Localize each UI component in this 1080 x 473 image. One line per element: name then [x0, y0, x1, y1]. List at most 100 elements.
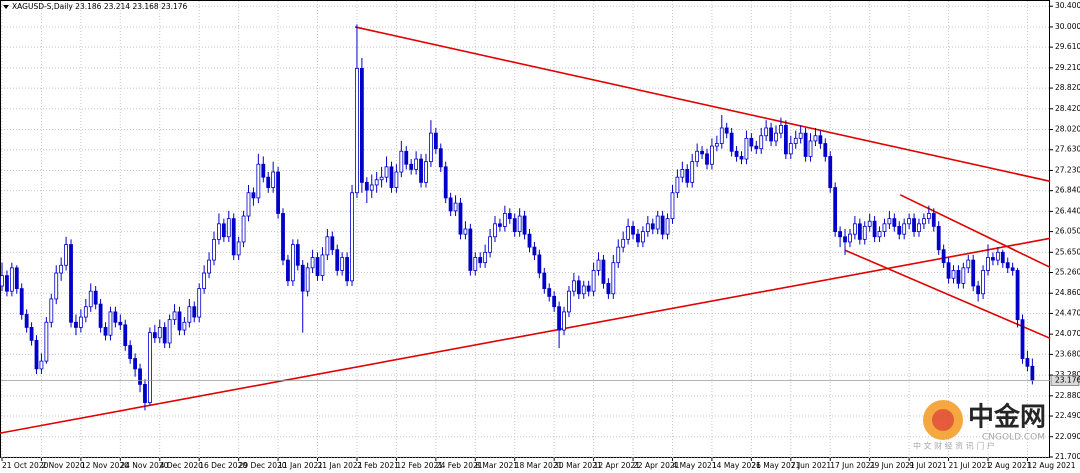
candle-body — [364, 181, 369, 191]
x-tick-label: 29 Jun 2021 — [870, 461, 915, 470]
candle-body — [34, 339, 39, 370]
watermark-tagline: 中 文 财 经 资 讯 门 户 — [913, 441, 995, 451]
candle-body — [394, 171, 399, 188]
y-tick-label: 29.210 — [1055, 63, 1080, 72]
candle-body — [650, 223, 655, 230]
candle-body — [295, 244, 300, 266]
candle-body — [931, 213, 936, 227]
y-tick-label: 30.000 — [1055, 22, 1080, 31]
candle-body — [325, 236, 330, 256]
candle-body — [700, 150, 704, 155]
y-tick-label: 27.230 — [1055, 165, 1080, 174]
candle-body — [897, 226, 902, 235]
candle-body — [537, 254, 542, 274]
x-tick-label: 7 Jun 2021 — [791, 461, 832, 470]
candle-body — [808, 140, 813, 157]
candle-body — [857, 223, 862, 240]
x-tick-label: 2 Nov 2020 — [41, 461, 84, 470]
candle-body — [542, 272, 547, 289]
candle-body — [1000, 251, 1005, 264]
candle-body — [488, 236, 492, 253]
candle-body — [335, 249, 340, 271]
watermark-site: CNGOLD.COM — [982, 433, 1045, 443]
candle-body — [680, 169, 685, 178]
y-tick-label: 22.490 — [1055, 411, 1080, 420]
candle-body — [483, 251, 488, 264]
y-tick-label: 26.440 — [1055, 206, 1080, 215]
candle-body — [739, 156, 744, 160]
trendline — [844, 249, 1051, 340]
candle-body — [414, 158, 419, 170]
candle-body — [152, 332, 157, 339]
candle-body — [473, 257, 478, 271]
x-tick-label: 24 Nov 2020 — [120, 461, 168, 470]
candle-body — [108, 311, 113, 336]
candle-body — [167, 319, 172, 344]
y-tick-label: 25.260 — [1055, 268, 1080, 277]
candle-body — [981, 270, 985, 295]
candle-body — [78, 316, 83, 328]
candle-body — [675, 176, 680, 194]
candle-body — [902, 223, 907, 235]
x-tick-label: 18 Mar 2021 — [515, 461, 563, 470]
candle-body — [803, 132, 808, 157]
y-tick-label: 24.860 — [1055, 288, 1080, 297]
candle-body — [98, 303, 103, 328]
candle-body — [424, 161, 428, 183]
candle-body — [5, 275, 9, 292]
candle-body — [744, 137, 749, 160]
x-tick-label: 2 Aug 2021 — [988, 461, 1031, 470]
candle-body — [616, 246, 621, 264]
candle-body — [340, 257, 345, 271]
candle-body — [567, 290, 571, 313]
candle-body — [177, 311, 182, 331]
y-tick-label: 24.470 — [1055, 308, 1080, 317]
candle-body — [320, 254, 325, 277]
candle-body — [813, 135, 818, 142]
candle-body — [986, 257, 990, 271]
candle-body — [995, 251, 1000, 261]
candle-body — [907, 218, 912, 225]
candle-body — [379, 176, 384, 181]
candle-body — [611, 262, 616, 295]
candle-body — [788, 143, 793, 155]
candle-body — [872, 220, 877, 238]
candle-body — [838, 231, 842, 238]
candle-body — [976, 285, 981, 295]
candle-body — [359, 67, 364, 183]
candle-body — [286, 259, 290, 282]
candle-body — [783, 124, 788, 155]
candle-body — [14, 267, 19, 289]
x-tick-label: 9 Jul 2021 — [909, 461, 947, 470]
candle-body — [971, 259, 976, 287]
candle-body — [399, 150, 404, 173]
candle-body — [147, 332, 152, 403]
x-tick-label: 8 Mar 2021 — [475, 461, 518, 470]
candle-body — [443, 166, 448, 199]
candle-body — [88, 290, 93, 308]
candle-body — [157, 327, 162, 339]
candle-body — [246, 192, 251, 217]
trendline — [354, 26, 1051, 183]
symbol-icon — [3, 5, 9, 9]
candle-body — [769, 127, 773, 142]
candle-body — [305, 267, 310, 292]
candle-body — [19, 288, 24, 315]
chart-title: XAGUSD-S,Daily 23.186 23.214 23.168 23.1… — [12, 2, 188, 11]
candle-body — [221, 223, 226, 238]
candle-body — [374, 179, 379, 186]
x-tick-label: 4 Dec 2020 — [160, 461, 203, 470]
candle-body — [261, 163, 266, 178]
y-tick-label: 25.650 — [1055, 247, 1080, 256]
candle-body — [507, 213, 512, 220]
candle-body — [266, 176, 271, 188]
candle-body — [966, 259, 971, 269]
candle-body — [734, 150, 739, 157]
candle-body — [162, 327, 167, 344]
candle-body — [626, 226, 631, 240]
candle-body — [793, 137, 798, 144]
candle-body — [576, 280, 581, 295]
candle-body — [419, 158, 423, 183]
candle-body — [951, 270, 956, 279]
